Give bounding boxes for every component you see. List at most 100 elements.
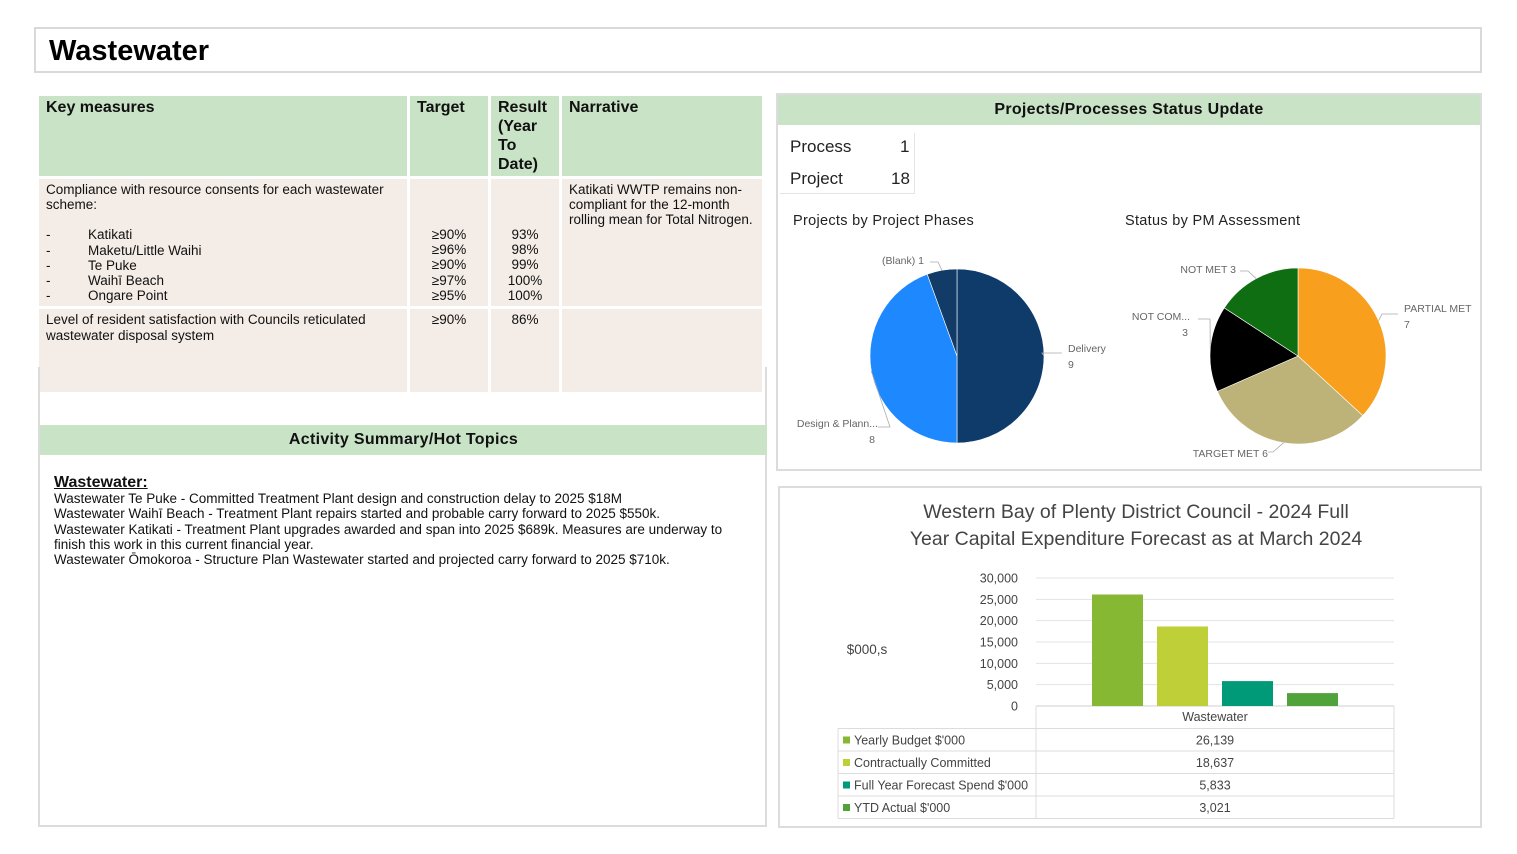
bar bbox=[1157, 626, 1208, 706]
target-value: ≥96% bbox=[431, 242, 467, 258]
scheme-item: - Katikati bbox=[46, 227, 133, 243]
y-tick-label: 25,000 bbox=[980, 593, 1018, 607]
page-title: Wastewater bbox=[49, 35, 210, 67]
capex-chart-panel: Western Bay of Plenty District Council -… bbox=[778, 486, 1482, 828]
pie-leader-line bbox=[1240, 270, 1257, 279]
pie-label: TARGET MET 6 bbox=[1193, 448, 1268, 460]
result-value: 99% bbox=[511, 257, 539, 273]
y-tick-label: 5,000 bbox=[987, 678, 1018, 692]
activity-line: Wastewater Te Puke - Committed Treatment… bbox=[54, 491, 623, 507]
capex-bar-chart: Western Bay of Plenty District Council -… bbox=[837, 501, 1395, 819]
measure-cell: Compliance with resource consents for ea… bbox=[39, 179, 407, 307]
scheme-name: Katikati bbox=[88, 227, 133, 243]
bar bbox=[1222, 681, 1273, 706]
target-value: ≥90% bbox=[431, 227, 467, 242]
target-value: ≥95% bbox=[431, 287, 467, 303]
count-value: 18 bbox=[891, 169, 910, 188]
pie2-title: Status by PM Assessment bbox=[1125, 213, 1301, 229]
pie-leader-line bbox=[1198, 318, 1211, 349]
chart-title-line: Western Bay of Plenty District Council -… bbox=[923, 501, 1349, 523]
target-value: ≥90% bbox=[431, 257, 467, 273]
target-cell: ≥90% bbox=[410, 309, 488, 393]
result-cell: 86% bbox=[491, 309, 559, 393]
result-value: 98% bbox=[511, 242, 539, 258]
count-label: Process bbox=[790, 137, 852, 156]
legend-swatch bbox=[843, 736, 850, 744]
pie-label: (Blank) 1 bbox=[882, 255, 924, 267]
projects-status-panel: Projects/Processes Status Update Process… bbox=[776, 93, 1482, 471]
pie-slice bbox=[1209, 307, 1299, 392]
scheme-name: Ongare Point bbox=[88, 288, 168, 304]
legend-entry: Full Year Forecast Spend $'000 bbox=[854, 779, 1028, 793]
legend-swatch bbox=[843, 781, 850, 789]
count-label: Project bbox=[790, 169, 843, 188]
activity-summary-header: Activity Summary/Hot Topics bbox=[40, 425, 767, 455]
col-header-target: Target bbox=[410, 96, 488, 176]
y-tick-label: 15,000 bbox=[980, 636, 1018, 650]
narrative-cell: Katikati WWTP remains non-compliant for … bbox=[562, 179, 762, 307]
pie-label: Design & Plann... bbox=[797, 418, 878, 430]
scheme-name: Waihī Beach bbox=[88, 273, 165, 289]
key-measures-table: Key measures Target Result (Year To Date… bbox=[36, 93, 765, 393]
pie-leader-line bbox=[1041, 352, 1062, 357]
pie-label: NOT MET 3 bbox=[1180, 264, 1236, 276]
narrative-cell bbox=[562, 309, 762, 393]
result-cell: 93% 98% 99% 100% 100% bbox=[491, 179, 559, 307]
legend-swatch bbox=[843, 759, 850, 766]
table-row: Level of resident satisfaction with Coun… bbox=[39, 309, 762, 393]
y-tick-label: 10,000 bbox=[980, 657, 1018, 671]
col-header-key-measures: Key measures bbox=[39, 96, 407, 176]
bar bbox=[1287, 693, 1338, 706]
legend-entry: Yearly Budget $'000 bbox=[854, 734, 965, 748]
pie-slice bbox=[926, 268, 958, 357]
result-value: 100% bbox=[507, 287, 543, 303]
pie-slice bbox=[1223, 267, 1299, 357]
pie1-title: Projects by Project Phases bbox=[793, 213, 975, 229]
pie-slice bbox=[956, 268, 1045, 444]
data-label: 3,021 bbox=[1199, 801, 1230, 815]
activity-line: Wastewater Ōmokoroa - Structure Plan Was… bbox=[54, 552, 670, 568]
activity-line: Wastewater Waihī Beach - Treatment Plant… bbox=[54, 506, 661, 522]
pie-value: 7 bbox=[1404, 319, 1410, 331]
scheme-name: Maketu/Little Waihi bbox=[88, 242, 202, 258]
projects-status-header: Projects/Processes Status Update bbox=[778, 95, 1480, 125]
pie-label: NOT COM... bbox=[1132, 311, 1190, 323]
y-axis-label: $000,s bbox=[847, 642, 888, 657]
target-value: ≥97% bbox=[431, 272, 467, 288]
result-value: 93% bbox=[511, 227, 539, 242]
y-tick-label: 20,000 bbox=[980, 614, 1018, 628]
activity-heading: Wastewater: bbox=[54, 474, 148, 491]
pie-value: 8 bbox=[869, 434, 875, 446]
y-tick-label: 0 bbox=[1011, 700, 1018, 714]
activity-line: Wastewater Katikati - Treatment Plant up… bbox=[54, 521, 723, 552]
scheme-item: - Ongare Point bbox=[46, 288, 168, 304]
category-label: Wastewater bbox=[1182, 710, 1248, 724]
table-header-row: Key measures Target Result (Year To Date… bbox=[39, 96, 762, 176]
legend-swatch bbox=[843, 804, 850, 811]
col-header-result: Result (Year To Date) bbox=[491, 96, 559, 176]
target-cell: ≥90% ≥96% ≥90% ≥97% ≥95% bbox=[410, 179, 488, 307]
activity-summary-body: Wastewater: Wastewater Te Puke - Committ… bbox=[54, 474, 754, 568]
col-header-narrative: Narrative bbox=[562, 96, 762, 176]
data-label: 26,139 bbox=[1196, 734, 1234, 748]
measure-intro: Compliance with resource consents for ea… bbox=[46, 182, 384, 213]
pie-slice bbox=[1297, 267, 1387, 417]
bar bbox=[1092, 594, 1143, 706]
activity-summary-panel: Activity Summary/Hot Topics Wastewater: … bbox=[38, 367, 767, 827]
pie-label: Delivery bbox=[1068, 343, 1107, 355]
pie-value: 9 bbox=[1068, 359, 1074, 371]
measure-cell: Level of resident satisfaction with Coun… bbox=[39, 309, 407, 393]
pie-value: 3 bbox=[1182, 327, 1188, 339]
pie-leader-line bbox=[1378, 313, 1398, 321]
pie-slice bbox=[1217, 355, 1364, 445]
chart-title-line: Year Capital Expenditure Forecast as at … bbox=[910, 528, 1363, 550]
pie-leader-line bbox=[870, 370, 891, 428]
count-value: 1 bbox=[900, 137, 910, 156]
result-value: 100% bbox=[507, 272, 543, 288]
data-label: 18,637 bbox=[1196, 756, 1234, 770]
scheme-item: - Maketu/Little Waihi bbox=[46, 242, 202, 258]
data-label: 5,833 bbox=[1199, 779, 1230, 793]
title-bar: Wastewater bbox=[34, 27, 1482, 73]
scheme-item: - Te Puke bbox=[46, 257, 137, 273]
pie-label: PARTIAL MET bbox=[1404, 303, 1472, 315]
